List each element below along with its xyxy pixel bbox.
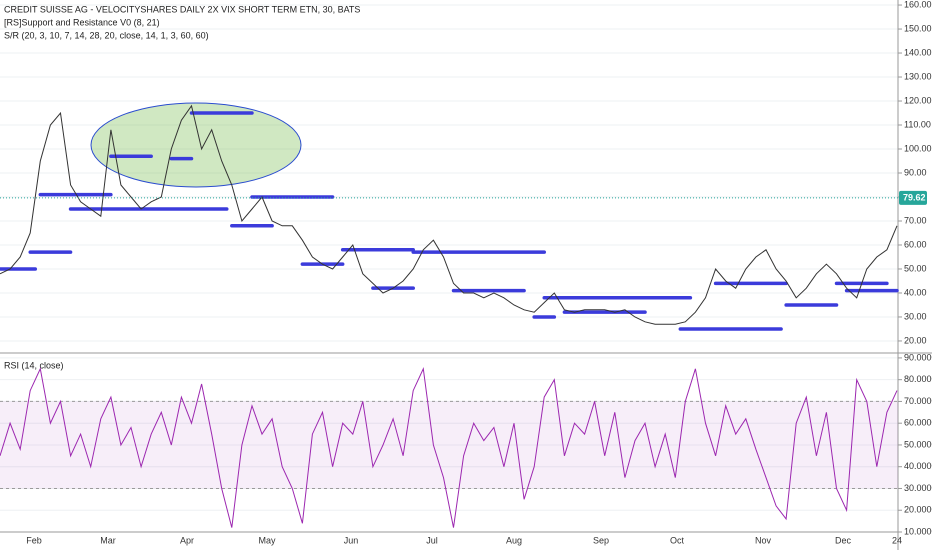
x-tick-label: Nov — [755, 535, 772, 545]
y-tick-label: 150.00 — [904, 23, 932, 33]
last-price-label: 79.62 — [903, 192, 926, 202]
y-tick-label: 40.00 — [904, 287, 927, 297]
y-tick-label: 80.0000 — [904, 374, 932, 384]
x-tick-label: Jul — [426, 535, 438, 545]
y-tick-label: 20.00 — [904, 335, 927, 345]
x-tick-label: Sep — [593, 535, 609, 545]
y-tick-label: 70.00 — [904, 215, 927, 225]
annotation-ellipse — [90, 102, 302, 188]
x-tick-label: 24 — [892, 535, 902, 545]
y-tick-label: 30.0000 — [904, 483, 932, 493]
series-line — [0, 367, 898, 528]
x-tick-label: Feb — [26, 535, 42, 545]
indicator-label: S/R (20, 3, 10, 7, 14, 28, 20, close, 14… — [4, 30, 209, 40]
y-tick-label: 50.00 — [904, 263, 927, 273]
y-tick-label: 90.0000 — [904, 352, 932, 362]
series-line — [0, 104, 898, 325]
y-tick-label: 10.0000 — [904, 526, 932, 536]
y-tick-label: 140.00 — [904, 47, 932, 57]
y-tick-label: 70.0000 — [904, 396, 932, 406]
y-tick-label: 90.00 — [904, 167, 927, 177]
y-tick-label: 100.00 — [904, 143, 932, 153]
x-tick-label: May — [258, 535, 276, 545]
x-tick-label: Apr — [180, 535, 194, 545]
x-tick-label: Dec — [835, 535, 852, 545]
y-tick-label: 20.0000 — [904, 505, 932, 515]
y-tick-label: 40.0000 — [904, 461, 932, 471]
y-tick-label: 130.00 — [904, 71, 932, 81]
y-tick-label: 30.00 — [904, 311, 927, 321]
indicator-label: RSI (14, close) — [4, 360, 64, 370]
x-tick-label: Jun — [344, 535, 359, 545]
y-tick-label: 60.00 — [904, 239, 927, 249]
y-tick-label: 110.00 — [904, 119, 931, 129]
indicator-label: [RS]Support and Resistance V0 (8, 21) — [4, 17, 160, 27]
y-tick-label: 60.0000 — [904, 418, 932, 428]
y-tick-label: 160.00 — [904, 0, 932, 9]
chart-title: CREDIT SUISSE AG - VELOCITYSHARES DAILY … — [4, 4, 360, 14]
x-tick-label: Mar — [100, 535, 116, 545]
last-price-box — [899, 190, 927, 205]
y-tick-label: 120.00 — [904, 95, 932, 105]
y-tick-label: 50.0000 — [904, 439, 932, 449]
rsi-band — [0, 401, 898, 489]
x-tick-label: Oct — [670, 535, 685, 545]
x-tick-label: Aug — [506, 535, 522, 545]
